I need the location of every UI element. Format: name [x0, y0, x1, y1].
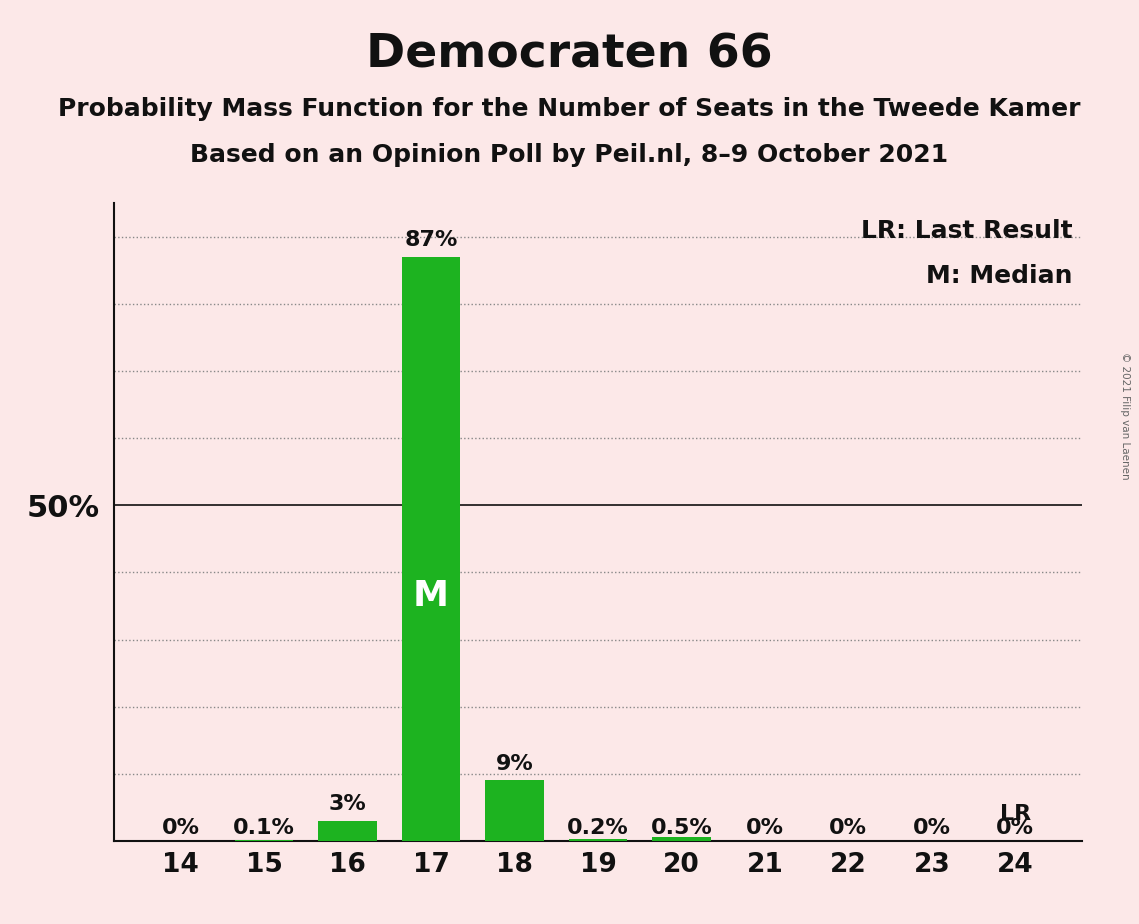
Bar	[402, 257, 460, 841]
Text: 3%: 3%	[329, 794, 367, 814]
Text: LR: Last Result: LR: Last Result	[861, 219, 1073, 243]
Text: 0%: 0%	[162, 818, 199, 838]
Text: Democraten 66: Democraten 66	[366, 32, 773, 78]
Text: 87%: 87%	[404, 230, 458, 250]
Bar	[319, 821, 377, 841]
Text: © 2021 Filip van Laenen: © 2021 Filip van Laenen	[1121, 352, 1130, 480]
Text: 0%: 0%	[829, 818, 868, 838]
Text: 0%: 0%	[746, 818, 784, 838]
Text: M: M	[413, 578, 449, 613]
Text: 9%: 9%	[495, 754, 533, 773]
Text: 0%: 0%	[912, 818, 951, 838]
Text: 0%: 0%	[997, 818, 1034, 838]
Text: 0.2%: 0.2%	[567, 818, 629, 838]
Text: Probability Mass Function for the Number of Seats in the Tweede Kamer: Probability Mass Function for the Number…	[58, 97, 1081, 121]
Text: LR: LR	[1000, 804, 1031, 824]
Text: 0.5%: 0.5%	[650, 818, 712, 838]
Bar	[653, 837, 711, 841]
Text: Based on an Opinion Poll by Peil.nl, 8–9 October 2021: Based on an Opinion Poll by Peil.nl, 8–9…	[190, 143, 949, 167]
Bar	[568, 840, 628, 841]
Bar	[485, 781, 543, 841]
Text: M: Median: M: Median	[926, 264, 1073, 288]
Text: 0.1%: 0.1%	[233, 818, 295, 838]
